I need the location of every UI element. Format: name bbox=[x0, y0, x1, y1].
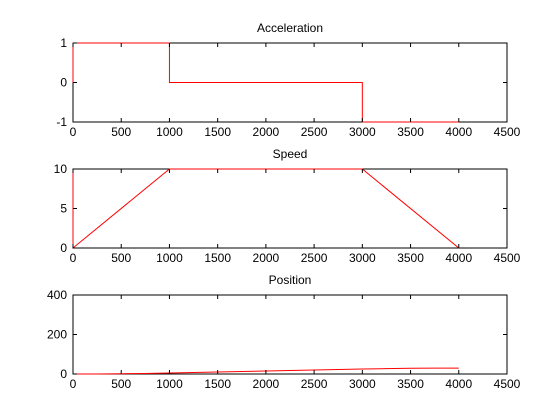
chart-marks: 0 500 1000 1500 2000 2500 3000 3500 4000 4500 0 200… bbox=[47, 288, 521, 391]
x-tick-label: 0 bbox=[70, 377, 77, 391]
y-tick-label: 5 bbox=[60, 202, 67, 216]
plot-title: Acceleration bbox=[257, 21, 323, 35]
plot-title: Speed bbox=[273, 147, 308, 161]
x-tick-label: 1500 bbox=[204, 251, 231, 265]
x-tick-label: 3000 bbox=[349, 377, 376, 391]
axes-box bbox=[72, 294, 508, 375]
y-tick-label: 400 bbox=[47, 288, 67, 302]
x-tick-label: 0 bbox=[70, 251, 77, 265]
chart-marks: 0 500 1000 1500 2000 2500 3000 3500 4000 4500 0 5 10 bbox=[54, 162, 521, 265]
x-tick-label: 500 bbox=[111, 251, 131, 265]
x-tick-label: 2000 bbox=[253, 125, 280, 139]
x-tick-label: 4000 bbox=[445, 377, 472, 391]
x-tick-label: 2000 bbox=[253, 377, 280, 391]
subplot-speed: Speed 0 500 1000 1500 2000 2500 3000 3500 4000 45… bbox=[54, 147, 521, 265]
x-tick-label: 500 bbox=[111, 377, 131, 391]
x-tick-label: 3500 bbox=[397, 125, 424, 139]
x-tick-label: 3500 bbox=[397, 251, 424, 265]
x-tick-label: 3500 bbox=[397, 377, 424, 391]
x-tick-label: 1500 bbox=[204, 125, 231, 139]
x-tick-label: 2500 bbox=[301, 125, 328, 139]
x-tick-label: 4000 bbox=[445, 251, 472, 265]
y-tick-label: 200 bbox=[47, 328, 67, 342]
plot-title: Position bbox=[269, 273, 312, 287]
y-tick-label: -1 bbox=[56, 115, 67, 129]
x-tick-label: 2500 bbox=[301, 251, 328, 265]
x-tick-label: 4500 bbox=[494, 125, 521, 139]
x-tick-label: 0 bbox=[70, 125, 77, 139]
x-tick-label: 1000 bbox=[156, 251, 183, 265]
y-tick-label: 10 bbox=[54, 162, 68, 176]
x-tick-label: 3000 bbox=[349, 251, 376, 265]
subplot-acceleration: Acceleration 0 500 1000 1500 2000 2500 3000 350… bbox=[56, 21, 520, 139]
y-tick-label: 0 bbox=[60, 241, 67, 255]
x-tick-label: 1000 bbox=[156, 377, 183, 391]
x-tick-label: 2500 bbox=[301, 377, 328, 391]
x-tick-label: 3000 bbox=[349, 125, 376, 139]
x-tick-label: 500 bbox=[111, 125, 131, 139]
y-tick-label: 1 bbox=[60, 36, 67, 50]
x-tick-label: 1500 bbox=[204, 377, 231, 391]
x-tick-label: 1000 bbox=[156, 125, 183, 139]
axes-box bbox=[72, 168, 508, 249]
y-tick-label: 0 bbox=[60, 367, 67, 381]
subplot-position: Position 0 500 1000 1500 2000 2500 3000 3500 400… bbox=[47, 273, 521, 391]
x-tick-label: 2000 bbox=[253, 251, 280, 265]
x-tick-label: 4500 bbox=[494, 251, 521, 265]
y-tick-label: 0 bbox=[60, 76, 67, 90]
x-tick-label: 4500 bbox=[494, 377, 521, 391]
chart-marks: 0 500 1000 1500 2000 2500 3000 3500 4000 4500-101 bbox=[56, 36, 520, 139]
x-tick-label: 4000 bbox=[445, 125, 472, 139]
